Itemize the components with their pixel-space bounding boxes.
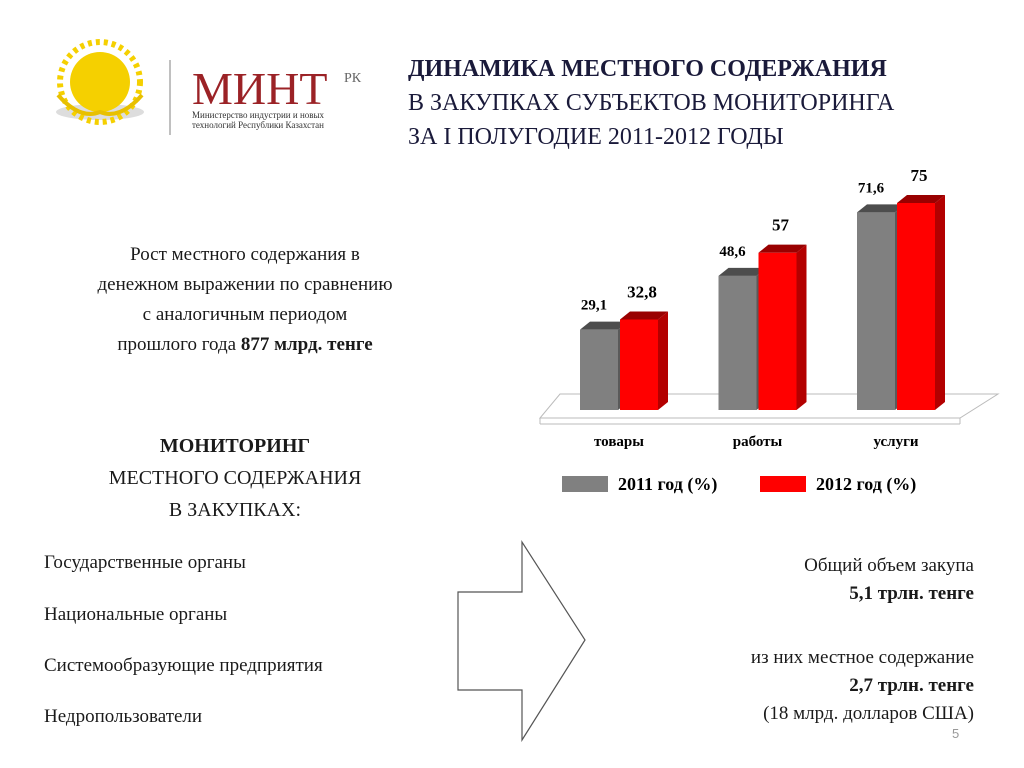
bar-front xyxy=(718,275,757,410)
legend-swatch xyxy=(760,476,806,492)
bar xyxy=(897,195,945,410)
title-line: ДИНАМИКА МЕСТНОГО СОДЕРЖАНИЯ xyxy=(408,56,887,82)
data-label: 48,6 xyxy=(719,244,746,260)
total: из них местное содержание 2,7 трлн. тенг… xyxy=(751,644,974,728)
logo-name: МИНТ xyxy=(192,63,327,114)
legend-label: 2012 год (%) xyxy=(816,474,916,495)
data-label: 71,6 xyxy=(858,180,885,196)
text-line: денежном выражении по сравнению xyxy=(97,274,393,295)
text-line: В ЗАКУПКАХ: xyxy=(168,499,302,521)
bar-front xyxy=(580,329,618,410)
title-line: ЗА I ПОЛУГОДИЕ 2011-2012 ГОДЫ xyxy=(408,124,784,150)
logo-suffix: РК xyxy=(344,71,362,86)
bar-side xyxy=(658,311,668,410)
bar xyxy=(758,244,807,410)
chart: товары работы услуги 29,1 48,6 71,6 32,8 57 75 20… xyxy=(538,166,1000,495)
bar-front xyxy=(758,252,797,410)
x-tick-label: работы xyxy=(733,434,783,450)
legend-label: 2011 год (%) xyxy=(618,474,717,495)
monitoring: МОНИТОРИНГ МЕСТНОГО СОДЕРЖАНИЯ В ЗАКУПКА… xyxy=(40,430,430,526)
text-line: прошлого года 877 млрд. тенге xyxy=(40,330,450,360)
bar-top xyxy=(758,244,807,253)
text-line: Рост местного содержания в xyxy=(130,244,360,265)
text: прошлого года xyxy=(117,334,237,355)
title: ДИНАМИКА МЕСТНОГО СОДЕРЖАНИЯ В ЗАКУПКАХ … xyxy=(408,52,894,154)
text-line: с аналогичным периодом xyxy=(142,304,348,325)
total: Общий объем закупа 5,1 трлн. тенге xyxy=(804,552,974,608)
list-item: Системообразующие предприятия xyxy=(44,655,323,676)
arrow xyxy=(457,539,586,743)
data-label: 75 xyxy=(911,166,928,185)
bar-side xyxy=(935,195,945,410)
bar-front xyxy=(620,319,658,410)
bar xyxy=(620,311,668,410)
bar-top xyxy=(857,204,905,213)
bar-front xyxy=(857,212,895,410)
x-tick-label: товары xyxy=(594,434,644,450)
bar-top xyxy=(718,267,767,276)
list-item: Государственные органы xyxy=(44,552,246,573)
amount: 5,1 трлн. тенге xyxy=(849,583,974,604)
logo-caption: технологий Республики Казахстан xyxy=(192,120,324,130)
x-tick-label: услуги xyxy=(873,434,918,450)
label: из них местное содержание xyxy=(750,647,974,668)
amount: 2,7 трлн. тенге xyxy=(849,675,974,696)
data-label: 57 xyxy=(772,216,790,235)
page-number: 5 xyxy=(952,726,960,741)
bar-top xyxy=(620,311,668,320)
data-label: 29,1 xyxy=(581,298,607,314)
amount: 877 млрд. тенге xyxy=(240,334,373,355)
bar-side xyxy=(796,244,807,410)
list-item: Национальные органы xyxy=(44,604,228,625)
text-line: МЕСТНОГО СОДЕРЖАНИЯ xyxy=(108,467,362,489)
data-label: 32,8 xyxy=(627,282,657,301)
title-line: В ЗАКУПКАХ СУБЪЕКТОВ МОНИТОРИНГА xyxy=(408,90,895,116)
legend-swatch xyxy=(562,476,608,492)
list-item: Недропользователи xyxy=(44,706,203,727)
note: (18 млрд. долларов США) xyxy=(763,703,974,724)
growth-text: Рост местного содержания в денежном выра… xyxy=(40,240,450,360)
bar-top xyxy=(897,195,945,203)
bar-top xyxy=(580,321,628,330)
logo-emblem xyxy=(56,39,144,125)
label: Общий объем закупа xyxy=(804,555,974,576)
heading: МОНИТОРИНГ xyxy=(159,435,311,457)
logo-caption: Министерство индустрии и новых xyxy=(192,110,325,120)
bar-front xyxy=(897,203,935,410)
